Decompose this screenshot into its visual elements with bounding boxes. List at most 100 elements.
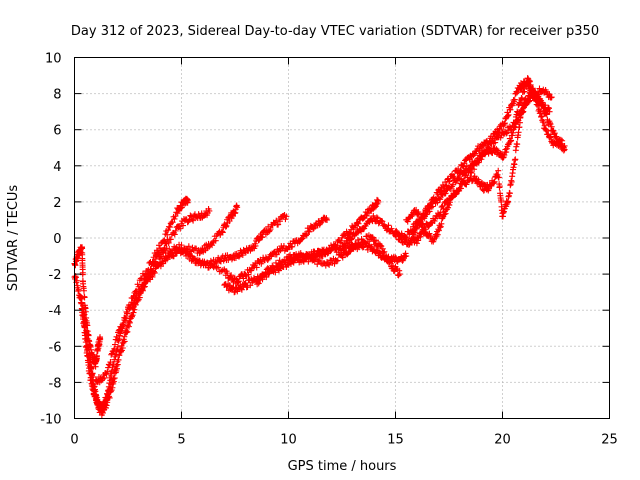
data-point [417, 233, 424, 240]
data-point [437, 223, 444, 230]
data-point [283, 213, 290, 220]
data-point [217, 258, 224, 265]
data-point [113, 333, 120, 340]
data-point [464, 174, 471, 181]
series-track-6 [178, 214, 331, 287]
data-point [167, 236, 174, 243]
data-point [85, 344, 92, 351]
data-point [506, 190, 513, 197]
data-point [541, 122, 548, 129]
data-point [129, 312, 136, 319]
data-point [108, 351, 115, 358]
data-point [404, 218, 411, 225]
data-point [282, 216, 289, 223]
data-point [461, 172, 468, 179]
data-point [538, 99, 545, 106]
data-point [109, 384, 116, 391]
x-tick-label: 0 [70, 433, 78, 448]
data-point [103, 402, 110, 409]
data-point [405, 242, 412, 249]
data-point [112, 341, 119, 348]
data-point [508, 178, 515, 185]
data-point [501, 120, 508, 127]
data-point [228, 272, 235, 279]
data-point [99, 409, 106, 416]
data-point [491, 178, 498, 185]
data-point [274, 263, 281, 270]
data-point [72, 262, 79, 269]
data-point [306, 228, 313, 235]
x-tick-label: 5 [177, 433, 185, 448]
data-point [79, 269, 86, 276]
data-point [409, 212, 416, 219]
x-tick-labels: 0 5 10 15 20 25 [70, 433, 617, 448]
data-point [372, 237, 379, 244]
data-point [134, 294, 141, 301]
data-point [395, 272, 402, 279]
data-point [538, 113, 545, 120]
data-point [165, 227, 172, 234]
data-point [437, 209, 444, 216]
data-point [540, 102, 547, 109]
data-point [507, 138, 514, 145]
data-point [545, 105, 552, 112]
data-point [121, 333, 128, 340]
data-point [122, 315, 129, 322]
data-point [245, 271, 252, 278]
data-point [519, 109, 526, 116]
data-point [83, 330, 90, 337]
data-point [305, 258, 312, 265]
y-tick-label: 6 [53, 124, 61, 139]
data-point [171, 215, 178, 222]
data-point [403, 253, 410, 260]
data-point [485, 144, 492, 151]
data-point [235, 278, 242, 285]
y-tick-labels: -10 -8 -6 -4 -2 0 2 4 6 8 10 [40, 52, 61, 428]
data-point [493, 146, 500, 153]
data-point [181, 245, 188, 252]
data-point [355, 229, 362, 236]
data-point [169, 219, 176, 226]
data-point [435, 212, 442, 219]
data-point [434, 199, 441, 206]
data-point [75, 286, 82, 293]
data-point [310, 225, 317, 232]
data-point [92, 388, 99, 395]
data-point [240, 275, 247, 282]
data-point [471, 166, 478, 173]
data-point [252, 242, 259, 249]
data-point [223, 283, 230, 290]
y-tick-label: 0 [53, 232, 61, 247]
data-point [461, 160, 468, 167]
data-point [412, 229, 419, 236]
data-point [226, 282, 233, 289]
data-point [255, 280, 262, 287]
data-point [495, 167, 502, 174]
data-point [97, 336, 104, 343]
data-point [467, 169, 474, 176]
data-point [222, 223, 229, 230]
data-point [509, 132, 516, 139]
data-point [106, 394, 113, 401]
data-point [166, 224, 173, 231]
data-point [234, 288, 241, 295]
data-point [527, 81, 534, 88]
data-point [223, 222, 230, 229]
data-point [121, 314, 128, 321]
data-point [180, 222, 187, 229]
data-point [219, 228, 226, 235]
data-point [225, 256, 232, 263]
data-point [496, 183, 503, 190]
x-tick-label: 10 [280, 433, 297, 448]
data-point [348, 236, 355, 243]
data-point [561, 142, 568, 149]
data-point [442, 210, 449, 217]
data-point [84, 335, 91, 342]
data-point [123, 327, 130, 334]
data-point [213, 259, 220, 266]
data-point [265, 270, 272, 277]
data-point [235, 253, 242, 260]
data-point [415, 237, 422, 244]
data-point [360, 243, 367, 250]
data-point [512, 123, 519, 130]
